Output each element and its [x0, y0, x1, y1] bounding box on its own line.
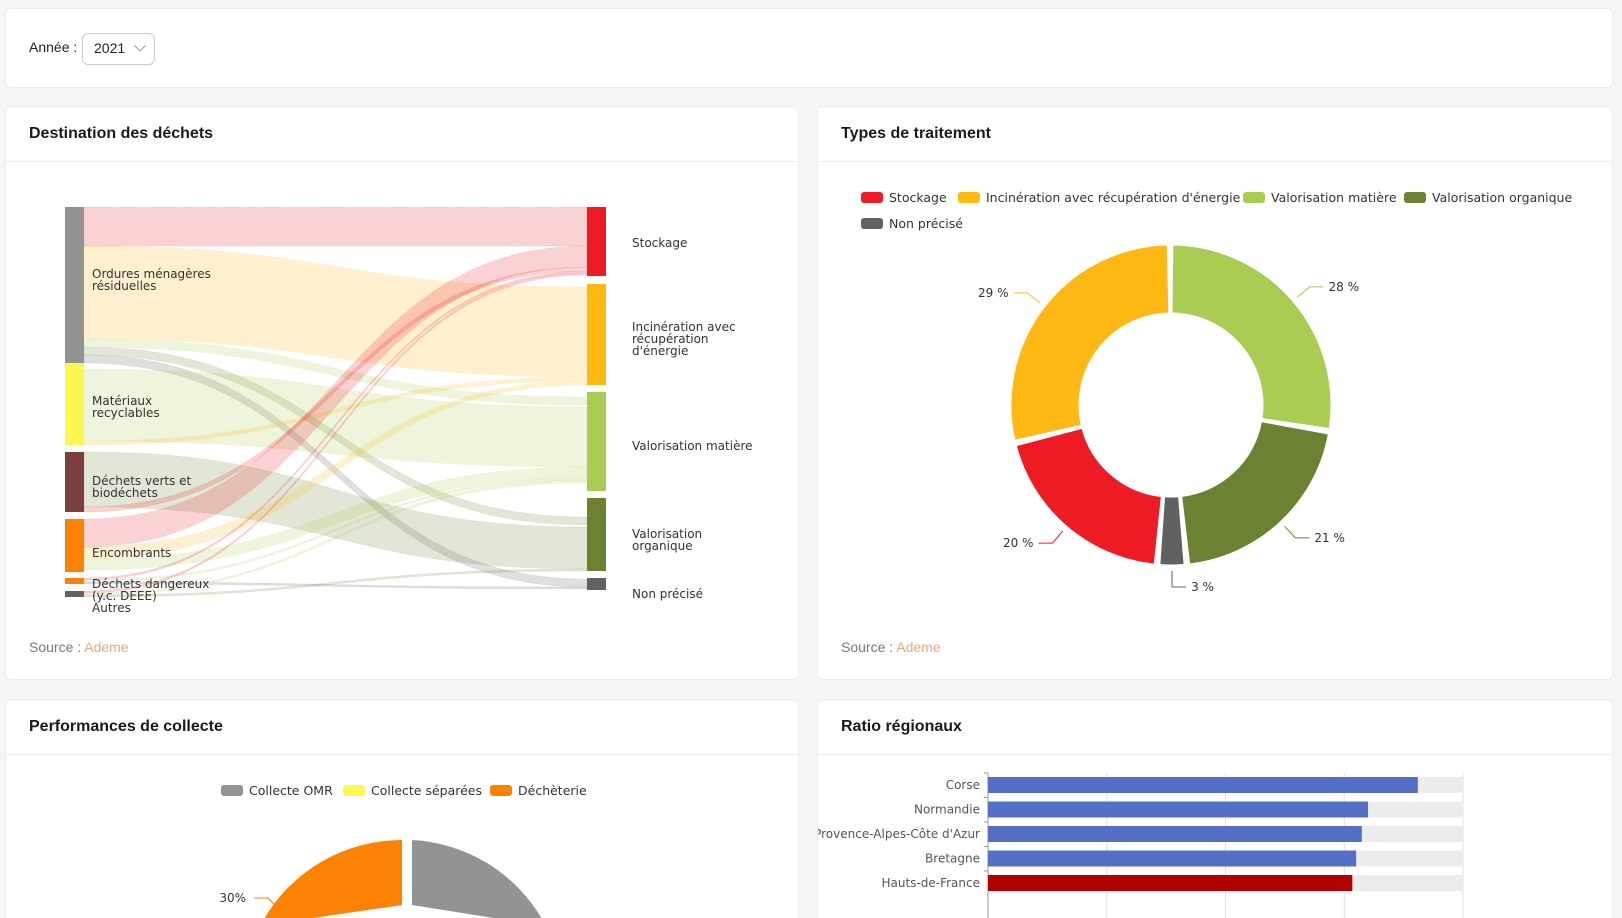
- label-line: [1297, 286, 1324, 298]
- ratio-chart: Corse Normandie Provence-Alpes-Côte d'Azur…: [818, 772, 1464, 918]
- year-select[interactable]: 2021: [82, 33, 155, 65]
- target-label: Valorisation organique: [632, 527, 702, 553]
- bar: [988, 801, 1368, 818]
- sankey-source-node: [65, 452, 84, 512]
- card-header: [818, 107, 1612, 162]
- ademe-link[interactable]: Ademe: [896, 639, 941, 655]
- sankey-link: [83, 206, 588, 247]
- sankey-target-node: [587, 207, 606, 276]
- legend-organique[interactable]: Valorisation organique: [1404, 190, 1572, 205]
- donut-label: 29 %: [978, 286, 1009, 300]
- legend-swatch: [861, 218, 883, 229]
- label-line: [1038, 530, 1064, 544]
- legend-swatch: [221, 785, 243, 796]
- sankey-source-node: [65, 519, 84, 572]
- legend-stockage[interactable]: Stockage: [861, 190, 947, 205]
- legend-omr[interactable]: Collecte OMR: [221, 783, 333, 798]
- card-title: Performances de collecte: [29, 718, 223, 735]
- source-note: Source : Ademe: [29, 639, 129, 655]
- collecte-card: Performances de collecte Collecte OMR Co…: [5, 699, 799, 918]
- source-label: Encombrants: [92, 546, 171, 560]
- label-line: [1013, 292, 1041, 304]
- legend-swatch: [490, 785, 512, 796]
- donut-label: 28 %: [1329, 280, 1360, 294]
- target-label: Valorisation matière: [632, 439, 753, 453]
- pie-slice-omr: [412, 840, 542, 918]
- legend-decheterie[interactable]: Déchèterie: [490, 783, 587, 798]
- source-label: Matériaux recyclables: [92, 394, 160, 420]
- card-title: Types de traitement: [841, 125, 991, 142]
- bar: [988, 850, 1357, 867]
- donut-chart: 20 % 29 % 28 % 21 % 3 %: [978, 244, 1360, 594]
- treatment-card: Types de traitement Stockage Incinératio…: [817, 106, 1613, 680]
- region-label: Bretagne: [925, 852, 980, 866]
- legend-matiere[interactable]: Valorisation matière: [1243, 190, 1397, 205]
- legend-non-precise[interactable]: Non précisé: [861, 216, 963, 231]
- sankey-target-node: [587, 392, 606, 491]
- legend-swatch: [343, 785, 365, 796]
- bar: [988, 826, 1362, 842]
- pie-label: 30%: [219, 891, 246, 905]
- card-header: [6, 107, 798, 162]
- donut-slice: [1181, 421, 1329, 565]
- source-label: Autres: [92, 601, 131, 615]
- sankey-source-node: [65, 578, 84, 584]
- bar: [988, 875, 1353, 891]
- label-line: [254, 897, 277, 907]
- region-label: Provence-Alpes-Côte d'Azur: [818, 827, 980, 841]
- legend-swatch: [861, 192, 883, 203]
- donut-label: 21 %: [1314, 531, 1345, 545]
- region-label: Corse: [946, 778, 980, 792]
- legend-swatch: [1243, 192, 1265, 203]
- target-label: Incinération avec récupération d'énergie: [632, 320, 736, 358]
- donut-slice: [1171, 244, 1332, 430]
- legend-separees[interactable]: Collecte séparées: [343, 783, 482, 798]
- ademe-link[interactable]: Ademe: [84, 639, 129, 655]
- card-header: [6, 700, 798, 755]
- source-label: Déchets dangereux (y.c. DEEE): [92, 577, 209, 603]
- sankey-card: Destination des déchets Ordures ménagère…: [5, 106, 799, 680]
- card-title: Destination des déchets: [29, 125, 214, 142]
- label-line: [1171, 570, 1187, 588]
- card-header: [818, 700, 1612, 755]
- sankey-links: [83, 206, 588, 598]
- source-note: Source : Ademe: [841, 639, 941, 655]
- donut-slice: [1010, 244, 1170, 441]
- legend-swatch: [958, 192, 980, 203]
- target-label: Non précisé: [632, 587, 703, 601]
- pie-slice-decheterie: [264, 840, 402, 918]
- donut-slice: [1015, 427, 1162, 565]
- donut-label: 20 %: [1003, 536, 1034, 550]
- sankey-nodes: [65, 207, 606, 597]
- label-line: [1284, 525, 1310, 539]
- donut-slice: [1159, 496, 1185, 566]
- chevron-down-icon: [134, 40, 146, 52]
- source-label: Ordures ménagères résiduelles: [92, 267, 211, 293]
- sankey-target-node: [587, 578, 606, 590]
- ratio-card: Ratio régionaux Corse Normandie Provence-A…: [817, 699, 1613, 918]
- sankey-target-node: [587, 498, 606, 571]
- card-title: Ratio régionaux: [841, 718, 962, 735]
- sankey-target-node: [587, 284, 606, 385]
- legend-incineration[interactable]: Incinération avec récupération d'énergie: [958, 190, 1240, 205]
- sankey-chart: Ordures ménagères résiduelles Matériaux re…: [65, 206, 753, 615]
- region-label: Hauts-de-France: [881, 876, 980, 890]
- sankey-source-node: [65, 591, 84, 597]
- collecte-chart: 30%: [219, 840, 542, 918]
- sankey-link: [83, 380, 588, 560]
- legend-swatch: [1404, 192, 1426, 203]
- donut-label: 3 %: [1191, 580, 1214, 594]
- bar: [988, 777, 1418, 793]
- region-label: Normandie: [914, 803, 980, 817]
- year-label: Année :: [29, 39, 78, 55]
- sankey-source-node: [65, 363, 84, 445]
- year-value: 2021: [94, 40, 126, 56]
- source-label: Déchets verts et biodéchets: [92, 474, 192, 500]
- filter-bar: Année : 2021: [5, 8, 1613, 88]
- sankey-source-node: [65, 207, 84, 363]
- target-label: Stockage: [632, 236, 687, 250]
